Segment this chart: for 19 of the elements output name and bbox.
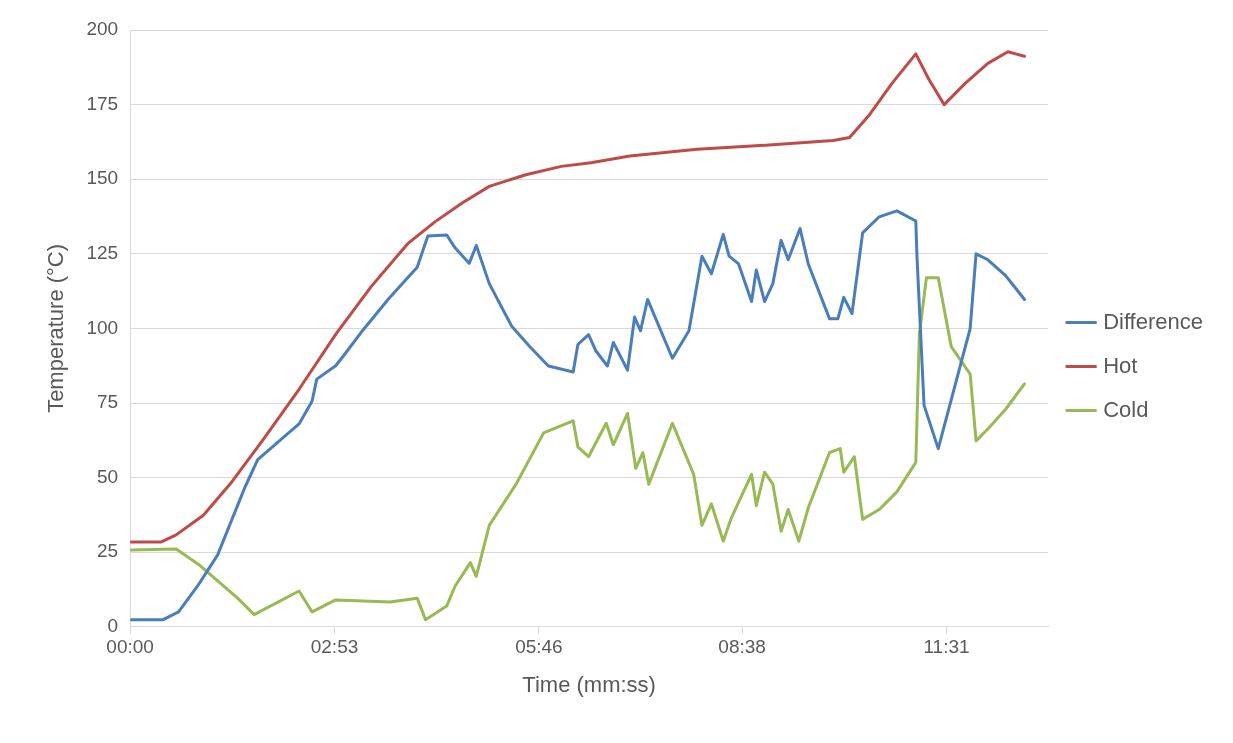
x-tick-label: 08:38	[718, 636, 766, 658]
y-tick-label: 25	[96, 540, 119, 562]
y-tick-label: 200	[86, 18, 119, 40]
y-tick-label: 0	[107, 615, 119, 637]
x-tick-label: 02:53	[310, 636, 359, 658]
legend-label: Difference	[1103, 308, 1203, 334]
x-tick-label: 05:46	[515, 636, 563, 658]
x-axis-title: Time (mm:ss)	[522, 671, 656, 697]
y-tick-label: 150	[86, 167, 119, 189]
y-axis-title: Temperature (°C)	[43, 243, 69, 413]
x-tick-label: 11:31	[923, 636, 970, 658]
y-tick-label: 75	[96, 391, 119, 413]
x-tick-label: 00:00	[106, 636, 154, 658]
y-tick-label: 125	[86, 242, 119, 264]
y-tick-label: 175	[86, 92, 119, 114]
y-tick-label: 100	[86, 316, 119, 338]
legend-label: Hot	[1103, 352, 1138, 378]
y-tick-label: 50	[96, 465, 119, 487]
legend-label: Cold	[1103, 396, 1149, 422]
